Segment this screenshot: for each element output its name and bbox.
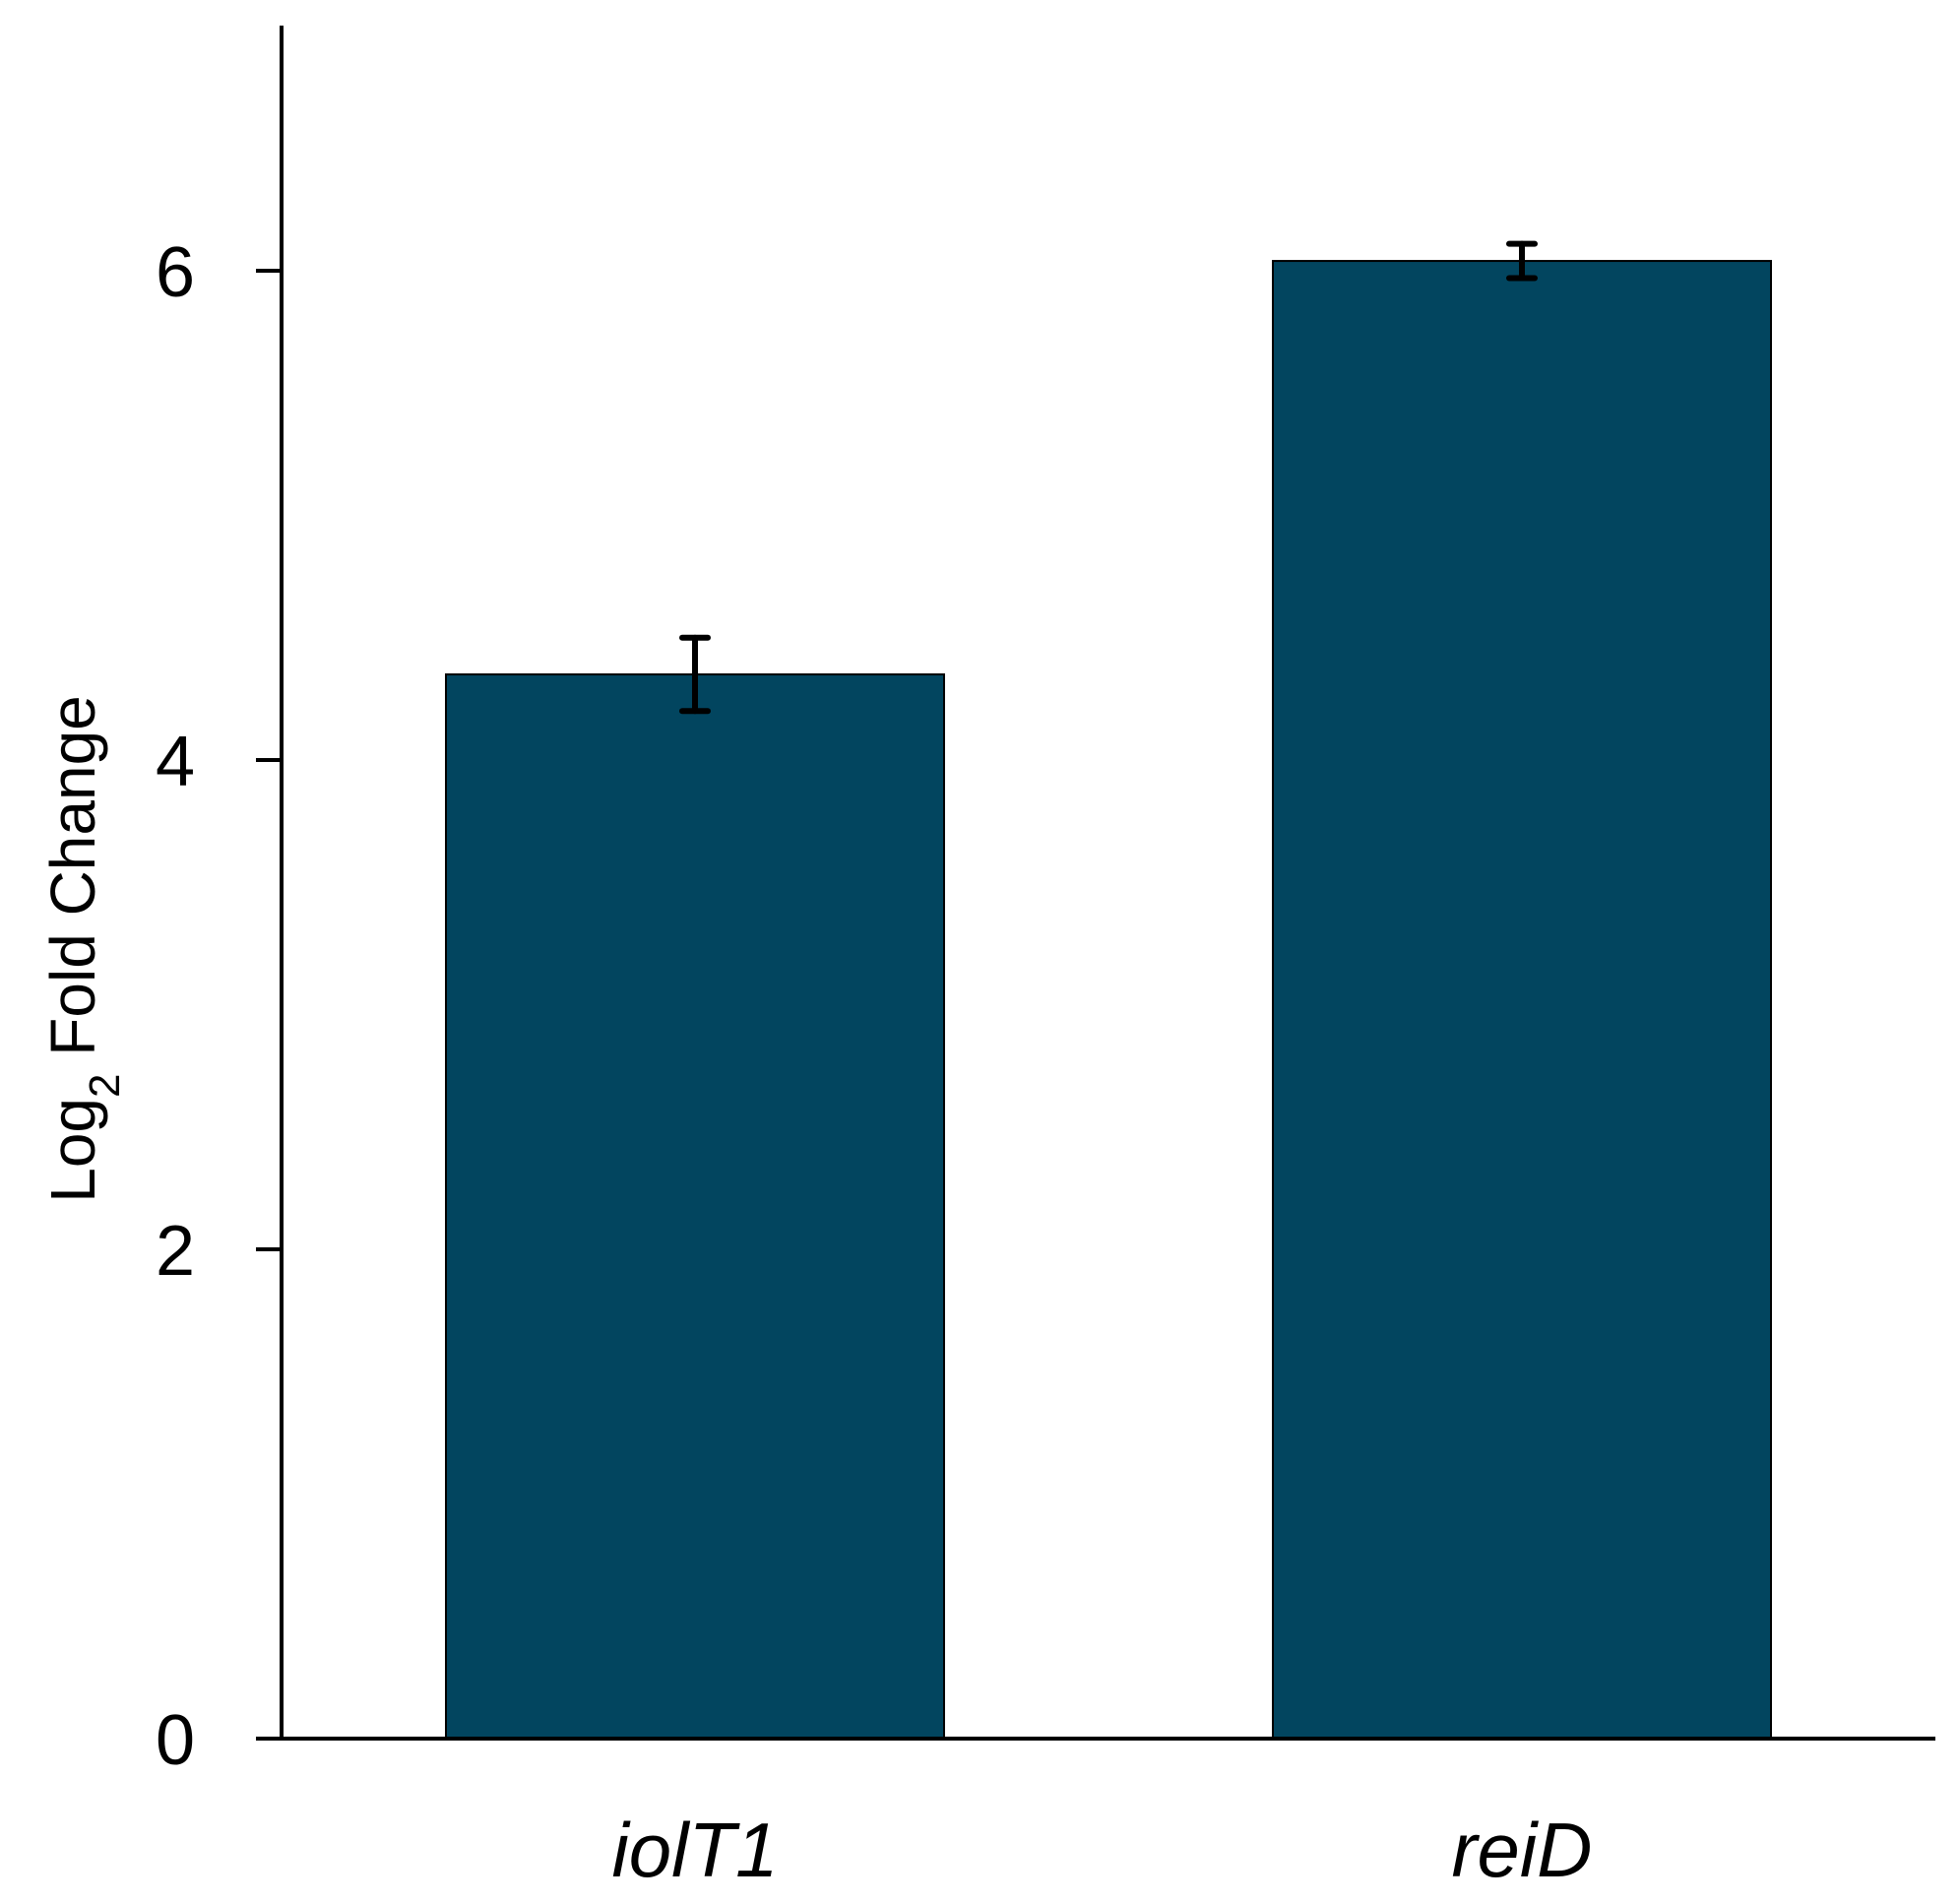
y-tick-label: 2 bbox=[156, 1212, 195, 1291]
bars-layer bbox=[445, 260, 1772, 1740]
x-category-label: iolT1 bbox=[611, 1807, 778, 1893]
y-tick-label: 6 bbox=[156, 233, 195, 312]
y-axis-label: Log2 Fold Change bbox=[37, 695, 129, 1203]
y-axis-label-prefix: Log bbox=[37, 1098, 108, 1203]
y-ticks-layer: 0 2 4 6 bbox=[156, 233, 282, 1780]
y-tick-label: 4 bbox=[156, 723, 195, 801]
bar-iolT1 bbox=[445, 673, 945, 1740]
y-axis-label-suffix: Fold Change bbox=[37, 695, 108, 1073]
error-bars-layer bbox=[679, 240, 1538, 715]
y-tick-label: 0 bbox=[156, 1701, 195, 1780]
error-bar-iolT1 bbox=[679, 634, 711, 715]
axes-layer bbox=[256, 26, 1935, 1741]
bar-reiD bbox=[1272, 260, 1772, 1740]
x-category-label: reiD bbox=[1451, 1807, 1592, 1893]
error-bar-reiD bbox=[1506, 240, 1538, 282]
x-labels-layer: iolT1 reiD bbox=[611, 1807, 1592, 1893]
y-axis-label-subscript: 2 bbox=[81, 1073, 129, 1097]
